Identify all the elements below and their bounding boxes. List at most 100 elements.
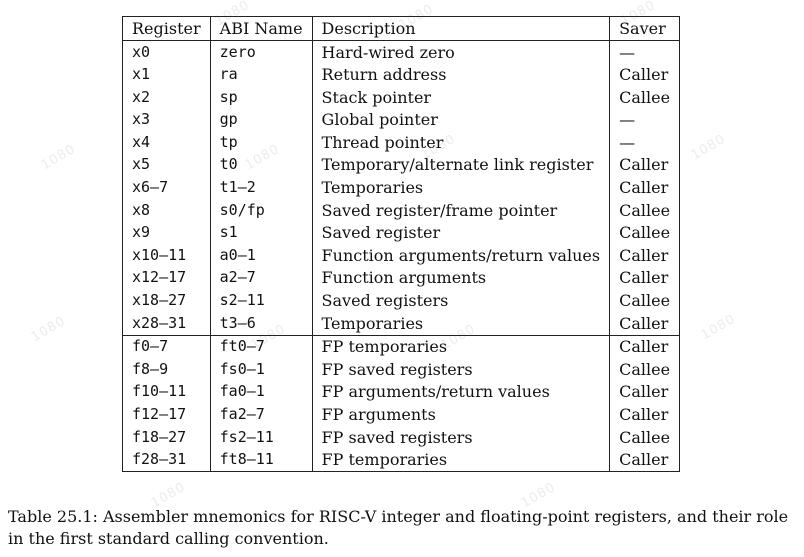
saver-cell: Callee <box>609 289 681 313</box>
register-cell: x28–31 <box>122 312 211 336</box>
header-register: Register <box>122 16 211 41</box>
saver-cell: — <box>609 40 681 64</box>
table-row: f8–9 fs0–1 FP saved registers Callee <box>122 358 681 381</box>
saver-cell: Callee <box>609 86 681 109</box>
abi-name-cell: t1–2 <box>209 176 313 200</box>
register-cell: x6–7 <box>122 176 211 200</box>
watermark: 1080 <box>698 311 739 344</box>
table-row: f0–7 ft0–7 FP temporaries Caller <box>122 334 681 359</box>
register-cell: x3 <box>122 108 211 132</box>
description-cell: FP arguments/return values <box>311 380 611 404</box>
abi-name-cell: gp <box>209 108 313 132</box>
register-cell: x2 <box>122 86 211 109</box>
table-row: f18–27 fs2–11 FP saved registers Callee <box>122 426 681 449</box>
abi-name-cell: fa0–1 <box>209 380 313 404</box>
abi-name-cell: tp <box>209 131 313 154</box>
register-cell: x18–27 <box>122 289 211 313</box>
register-cell: x5 <box>122 153 211 177</box>
description-cell: FP temporaries <box>311 334 611 359</box>
description-cell: Saved registers <box>311 289 611 313</box>
saver-cell: — <box>609 131 681 154</box>
caption-line-1: Table 25.1: Assembler mnemonics for RISC… <box>8 507 789 526</box>
abi-name-cell: zero <box>209 40 313 64</box>
description-cell: Stack pointer <box>311 86 611 109</box>
watermark: 1080 <box>688 131 729 164</box>
description-cell: Saved register/frame pointer <box>311 199 611 222</box>
table-row: f28–31 ft8–11 FP temporaries Caller <box>122 448 681 473</box>
description-cell: Hard-wired zero <box>311 40 611 64</box>
abi-name-cell: a0–1 <box>209 244 313 267</box>
register-cell: f0–7 <box>122 334 211 359</box>
register-cell: x4 <box>122 131 211 154</box>
saver-cell: Caller <box>609 334 681 359</box>
abi-name-cell: s1 <box>209 221 313 245</box>
register-cell: x0 <box>122 40 211 64</box>
saver-cell: Callee <box>609 358 681 381</box>
saver-cell: Callee <box>609 199 681 222</box>
abi-name-cell: fa2–7 <box>209 403 313 427</box>
table-row: f12–17 fa2–7 FP arguments Caller <box>122 403 681 427</box>
caption-line-2: in the first standard calling convention… <box>8 529 329 548</box>
table-header-row: Register ABI Name Description Saver <box>122 16 681 41</box>
register-cell: f10–11 <box>122 380 211 404</box>
table-row: x28–31 t3–6 Temporaries Caller <box>122 312 681 336</box>
table-caption: Table 25.1: Assembler mnemonics for RISC… <box>8 506 798 550</box>
description-cell: Global pointer <box>311 108 611 132</box>
saver-cell: Caller <box>609 448 681 473</box>
table-row: x12–17 a2–7 Function arguments Caller <box>122 266 681 290</box>
saver-cell: Caller <box>609 266 681 290</box>
abi-name-cell: fs0–1 <box>209 358 313 381</box>
table-row: x10–11 a0–1 Function arguments/return va… <box>122 244 681 267</box>
register-cell: f12–17 <box>122 403 211 427</box>
abi-name-cell: a2–7 <box>209 266 313 290</box>
table-row: x18–27 s2–11 Saved registers Callee <box>122 289 681 313</box>
register-cell: x9 <box>122 221 211 245</box>
header-saver: Saver <box>609 16 681 41</box>
saver-cell: Caller <box>609 63 681 87</box>
description-cell: Function arguments <box>311 266 611 290</box>
description-cell: FP saved registers <box>311 426 611 449</box>
saver-cell: Callee <box>609 426 681 449</box>
register-cell: x8 <box>122 199 211 222</box>
header-description: Description <box>311 16 611 41</box>
table-row: x3 gp Global pointer — <box>122 108 681 132</box>
table-row: x5 t0 Temporary/alternate link register … <box>122 153 681 177</box>
header-abi-name: ABI Name <box>209 16 313 41</box>
register-cell: x1 <box>122 63 211 87</box>
description-cell: FP temporaries <box>311 448 611 473</box>
abi-name-cell: s0/fp <box>209 199 313 222</box>
register-cell: f18–27 <box>122 426 211 449</box>
description-cell: FP arguments <box>311 403 611 427</box>
register-cell: x12–17 <box>122 266 211 290</box>
description-cell: Temporary/alternate link register <box>311 153 611 177</box>
table-row: x2 sp Stack pointer Callee <box>122 86 681 109</box>
table-row: x0 zero Hard-wired zero — <box>122 40 681 64</box>
table-row: x1 ra Return address Caller <box>122 63 681 87</box>
description-cell: Temporaries <box>311 176 611 200</box>
description-cell: Thread pointer <box>311 131 611 154</box>
saver-cell: Caller <box>609 403 681 427</box>
saver-cell: Caller <box>609 312 681 336</box>
saver-cell: Caller <box>609 153 681 177</box>
table-row: x6–7 t1–2 Temporaries Caller <box>122 176 681 200</box>
table-row: x4 tp Thread pointer — <box>122 131 681 154</box>
saver-cell: Caller <box>609 244 681 267</box>
register-table: Register ABI Name Description Saver x0 z… <box>122 16 681 473</box>
abi-name-cell: fs2–11 <box>209 426 313 449</box>
abi-name-cell: t0 <box>209 153 313 177</box>
abi-name-cell: s2–11 <box>209 289 313 313</box>
watermark: 1080 <box>28 313 69 346</box>
register-cell: f28–31 <box>122 448 211 473</box>
abi-name-cell: sp <box>209 86 313 109</box>
description-cell: Saved register <box>311 221 611 245</box>
abi-name-cell: ra <box>209 63 313 87</box>
abi-name-cell: ft0–7 <box>209 334 313 359</box>
abi-name-cell: ft8–11 <box>209 448 313 473</box>
table-row: x8 s0/fp Saved register/frame pointer Ca… <box>122 199 681 222</box>
description-cell: Return address <box>311 63 611 87</box>
description-cell: FP saved registers <box>311 358 611 381</box>
register-cell: x10–11 <box>122 244 211 267</box>
description-cell: Function arguments/return values <box>311 244 611 267</box>
watermark: 1080 <box>38 141 79 174</box>
table-row: f10–11 fa0–1 FP arguments/return values … <box>122 380 681 404</box>
